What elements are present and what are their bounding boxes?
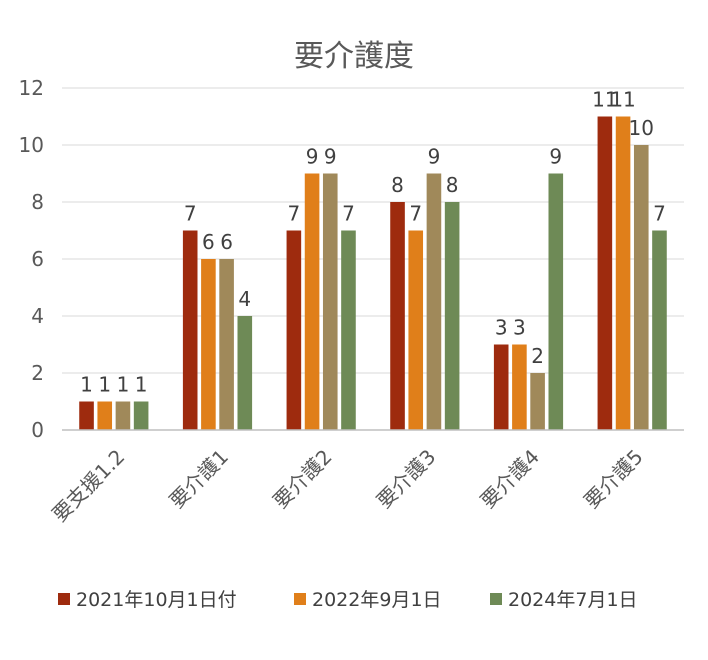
bar bbox=[97, 401, 113, 430]
y-tick-label: 2 bbox=[31, 361, 44, 385]
data-label: 7 bbox=[342, 202, 355, 226]
bar bbox=[512, 344, 527, 430]
x-category-label: 要介護4 bbox=[476, 445, 544, 513]
data-label: 8 bbox=[446, 173, 459, 197]
y-tick-label: 4 bbox=[31, 304, 44, 328]
data-label: 1 bbox=[98, 373, 111, 397]
legend-swatch bbox=[490, 593, 502, 605]
legend-swatch bbox=[58, 593, 70, 605]
data-label: 8 bbox=[391, 173, 404, 197]
legend-label: 2022年9月1日 bbox=[312, 589, 442, 611]
data-label: 9 bbox=[324, 145, 337, 169]
y-axis-ticks: 0 2 4 6 8 10 12 bbox=[19, 76, 44, 442]
bar bbox=[444, 202, 460, 430]
legend-label: 2024年7月1日 bbox=[508, 589, 638, 611]
data-label: 11 bbox=[592, 88, 617, 112]
data-label: 7 bbox=[409, 202, 422, 226]
x-category-label: 要介護3 bbox=[372, 445, 440, 513]
data-label: 3 bbox=[513, 316, 526, 340]
legend-label: 2021年10月1日付 bbox=[76, 589, 237, 611]
data-label: 7 bbox=[184, 202, 197, 226]
bars bbox=[79, 116, 667, 430]
x-category-label: 要介護1 bbox=[165, 445, 233, 513]
bar bbox=[115, 401, 131, 430]
data-label: 6 bbox=[202, 230, 215, 254]
bar bbox=[530, 373, 545, 430]
bar bbox=[304, 173, 320, 430]
data-label: 7 bbox=[653, 202, 666, 226]
x-category-label: 要介護5 bbox=[579, 445, 647, 513]
bar bbox=[237, 316, 253, 430]
data-label: 9 bbox=[428, 145, 441, 169]
data-label: 1 bbox=[135, 373, 148, 397]
bar bbox=[341, 230, 356, 430]
bar bbox=[182, 230, 198, 430]
data-label: 6 bbox=[220, 230, 233, 254]
bar bbox=[426, 173, 442, 430]
data-label: 1 bbox=[117, 373, 130, 397]
bar bbox=[493, 344, 509, 430]
data-label: 1 bbox=[80, 373, 93, 397]
bar bbox=[615, 116, 631, 430]
data-label: 10 bbox=[629, 116, 654, 140]
legend-swatch bbox=[294, 593, 306, 605]
data-label: 4 bbox=[238, 287, 251, 311]
y-tick-label: 10 bbox=[19, 133, 44, 157]
y-tick-label: 0 bbox=[31, 418, 44, 442]
gridlines bbox=[62, 87, 684, 374]
x-category-label: 要支援1.2 bbox=[47, 445, 129, 527]
bar bbox=[597, 116, 613, 430]
data-label: 2 bbox=[531, 344, 544, 368]
legend: 2021年10月1日付 2022年9月1日 2024年7月1日 bbox=[58, 589, 638, 611]
bar bbox=[133, 401, 149, 430]
bar bbox=[286, 230, 302, 430]
data-label: 3 bbox=[495, 316, 508, 340]
y-tick-label: 12 bbox=[19, 76, 44, 100]
data-label: 11 bbox=[610, 88, 635, 112]
bar bbox=[79, 401, 94, 430]
bar bbox=[408, 230, 424, 430]
bar bbox=[633, 145, 649, 430]
data-label: 9 bbox=[306, 145, 319, 169]
data-label: 7 bbox=[287, 202, 300, 226]
bar bbox=[201, 259, 216, 430]
x-axis-categories: 要支援1.2 要介護1 要介護2 要介護3 要介護4 要介護5 bbox=[47, 445, 647, 527]
data-label: 9 bbox=[549, 145, 562, 169]
y-tick-label: 6 bbox=[31, 247, 44, 271]
bar bbox=[219, 259, 234, 430]
chart-title: 要介護度 bbox=[294, 39, 414, 74]
y-tick-label: 8 bbox=[31, 190, 44, 214]
bar bbox=[322, 173, 338, 430]
bar bbox=[652, 230, 667, 430]
bar bbox=[390, 202, 405, 430]
bar bbox=[548, 173, 564, 430]
x-category-label: 要介護2 bbox=[268, 445, 336, 513]
